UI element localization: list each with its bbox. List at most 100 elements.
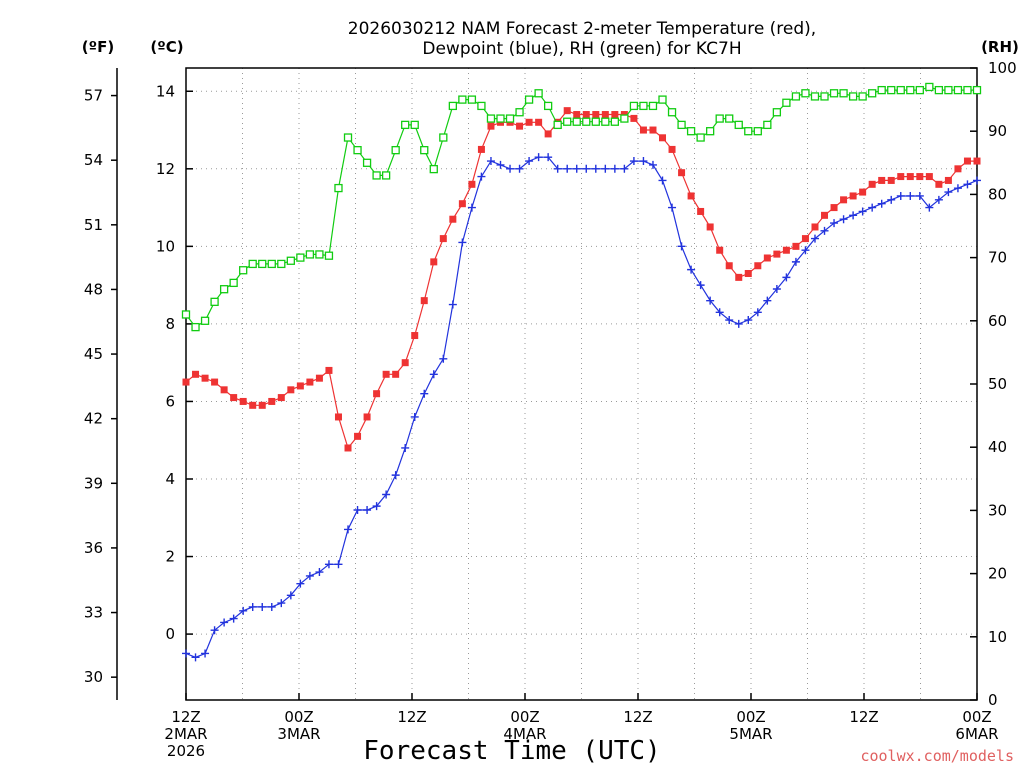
rh-point bbox=[725, 114, 734, 123]
temperature-point bbox=[630, 114, 638, 122]
dewpoint-point bbox=[334, 560, 343, 569]
dewpoint-point bbox=[534, 153, 543, 162]
rh-point bbox=[524, 95, 534, 104]
rh-point bbox=[334, 183, 343, 193]
dewpoint-point bbox=[877, 199, 886, 208]
rh-point bbox=[610, 117, 620, 126]
rh-point bbox=[210, 297, 219, 306]
dewpoint-point bbox=[601, 164, 610, 173]
dewpoint-point bbox=[658, 176, 667, 185]
temperature-point bbox=[325, 366, 333, 374]
rh-point bbox=[505, 114, 515, 123]
dewpoint-point bbox=[410, 412, 419, 421]
rh-point bbox=[448, 101, 457, 111]
temperature-point bbox=[544, 130, 552, 138]
temperature-point bbox=[525, 118, 533, 126]
temperature-point bbox=[192, 370, 200, 378]
rh-point bbox=[848, 92, 858, 101]
fahrenheit-tick-label: 51 bbox=[84, 216, 103, 234]
temperature-point bbox=[659, 134, 667, 142]
temperature-point bbox=[859, 188, 867, 196]
rh-point bbox=[696, 133, 705, 142]
rh-point bbox=[515, 108, 524, 117]
dewpoint-point bbox=[525, 157, 534, 166]
rh-tick-label: 30 bbox=[988, 501, 1007, 519]
dewpoint-point bbox=[296, 579, 305, 588]
dewpoint-point bbox=[791, 257, 800, 266]
rh-point bbox=[324, 251, 334, 260]
rh-point bbox=[772, 108, 782, 117]
temperature-point bbox=[716, 246, 724, 254]
credit-text: coolwx.com/models bbox=[860, 747, 1014, 765]
rh-point bbox=[477, 101, 486, 111]
temperature-point bbox=[382, 370, 390, 378]
dewpoint-point bbox=[620, 164, 629, 173]
dewpoint-point bbox=[715, 308, 724, 317]
grid-lines bbox=[186, 68, 977, 700]
rh-point bbox=[601, 117, 610, 126]
rh-tick-label: 80 bbox=[988, 185, 1007, 203]
temperature-point bbox=[420, 297, 428, 305]
dewpoint-point bbox=[506, 164, 515, 173]
rh-point bbox=[191, 322, 200, 332]
dewpoint-point bbox=[391, 471, 400, 480]
temperature-point bbox=[754, 262, 762, 270]
rh-point bbox=[286, 256, 295, 265]
fahrenheit-tick-label: 57 bbox=[84, 87, 103, 105]
dewpoint-point bbox=[696, 281, 705, 290]
rh-tick-label: 10 bbox=[988, 628, 1007, 646]
rh-point bbox=[801, 89, 810, 98]
x-tick-label: 5MAR bbox=[729, 725, 772, 743]
rh-point bbox=[200, 316, 210, 325]
dewpoint-point bbox=[363, 506, 372, 515]
temperature-point bbox=[182, 378, 190, 386]
rh-point bbox=[734, 120, 743, 130]
rh-point bbox=[782, 98, 791, 107]
rh-tick-label: 20 bbox=[988, 565, 1007, 583]
rh-point bbox=[582, 117, 591, 126]
temperature-point bbox=[897, 173, 905, 181]
x-tick-label: 00Z bbox=[284, 708, 313, 726]
dewpoint-point bbox=[858, 207, 867, 216]
rh-point bbox=[572, 117, 581, 126]
dewpoint-point bbox=[563, 164, 572, 173]
rh-point bbox=[877, 85, 886, 95]
temperature-point bbox=[735, 273, 743, 281]
rh-point bbox=[620, 114, 629, 123]
x-axis-label: Forecast Time (UTC) bbox=[363, 736, 660, 766]
temperature-point bbox=[573, 111, 581, 119]
dewpoint-point bbox=[448, 300, 457, 309]
dewpoint-point bbox=[830, 219, 839, 228]
temperature-point bbox=[258, 401, 266, 409]
dewpoint-point bbox=[944, 188, 953, 197]
temperature-point bbox=[878, 176, 886, 184]
temperature-point bbox=[801, 235, 809, 243]
rh-point bbox=[677, 120, 686, 130]
rh-point bbox=[239, 266, 248, 275]
rh-point bbox=[381, 171, 391, 180]
x-tick-label: 2026 bbox=[167, 742, 205, 760]
rh-point bbox=[391, 146, 400, 155]
dewpoint-point bbox=[496, 160, 505, 169]
temperature-point bbox=[725, 262, 733, 270]
dewpoint-point bbox=[324, 560, 333, 569]
x-tick-label: 3MAR bbox=[277, 725, 320, 743]
dewpoint-point bbox=[429, 370, 438, 379]
rh-point bbox=[343, 133, 353, 142]
rh-point bbox=[420, 146, 429, 155]
rh-point bbox=[353, 146, 362, 155]
dewpoint-line bbox=[185, 156, 978, 658]
rh-point bbox=[410, 120, 419, 130]
x-tick-label: 12Z bbox=[849, 708, 878, 726]
rh-point bbox=[496, 114, 505, 123]
temperature-point bbox=[430, 258, 438, 266]
temperature-point bbox=[249, 401, 257, 409]
temperature-point bbox=[973, 157, 981, 165]
rh-point bbox=[829, 89, 839, 98]
temperature-point bbox=[563, 107, 571, 115]
dewpoint-point bbox=[344, 525, 353, 534]
rh-tick-label: 70 bbox=[988, 249, 1007, 267]
temperature-point bbox=[868, 180, 876, 188]
chart-title-line-2: Dewpoint (blue), RH (green) for KC7H bbox=[422, 39, 741, 59]
